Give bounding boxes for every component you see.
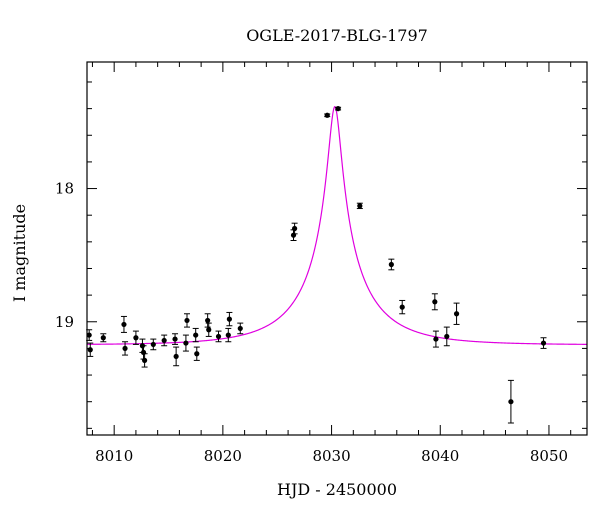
data-point	[215, 333, 222, 340]
data-points-layer	[86, 106, 547, 424]
data-point	[237, 325, 243, 332]
data-point	[225, 332, 231, 338]
data-point	[173, 353, 179, 360]
data-point	[86, 332, 92, 338]
data-point	[122, 345, 128, 352]
data-point	[453, 311, 460, 317]
data-point	[226, 316, 232, 322]
chart-title: OGLE-2017-BLG-1797	[246, 26, 428, 45]
data-point	[388, 261, 394, 268]
x-tick-label: 8010	[95, 447, 133, 465]
data-point	[133, 335, 139, 341]
data-point	[121, 321, 127, 328]
data-point	[432, 299, 438, 305]
data-point	[150, 341, 156, 348]
data-point	[172, 336, 178, 342]
data-point	[444, 333, 450, 340]
data-point	[100, 335, 106, 341]
axis-ticks-layer: 8010 8020 8030 8040 8050 18 19	[55, 62, 587, 465]
data-point	[184, 317, 190, 324]
y-tick-label: 19	[55, 313, 74, 331]
data-point	[142, 357, 148, 363]
data-point	[399, 304, 405, 310]
data-point	[357, 203, 363, 209]
model-curve-layer	[86, 106, 588, 345]
model-curve	[86, 106, 588, 345]
y-axis-label: I magnitude	[10, 204, 29, 302]
data-point	[194, 351, 200, 357]
x-axis-label: HJD - 2450000	[277, 480, 397, 499]
data-point	[161, 337, 167, 344]
data-point	[540, 340, 547, 346]
y-tick-label: 18	[55, 180, 74, 198]
data-point	[335, 106, 341, 112]
x-tick-label: 8020	[204, 447, 242, 465]
x-tick-label: 8040	[421, 447, 459, 465]
data-point	[183, 340, 189, 346]
data-point	[206, 327, 212, 333]
data-point	[205, 317, 211, 324]
x-tick-label: 8050	[530, 447, 568, 465]
data-point	[193, 332, 199, 338]
data-point	[433, 336, 439, 342]
data-point	[292, 225, 298, 232]
data-point	[508, 399, 514, 405]
data-point	[324, 112, 330, 118]
plot-frame	[86, 61, 588, 436]
x-tick-label: 8030	[312, 447, 350, 465]
